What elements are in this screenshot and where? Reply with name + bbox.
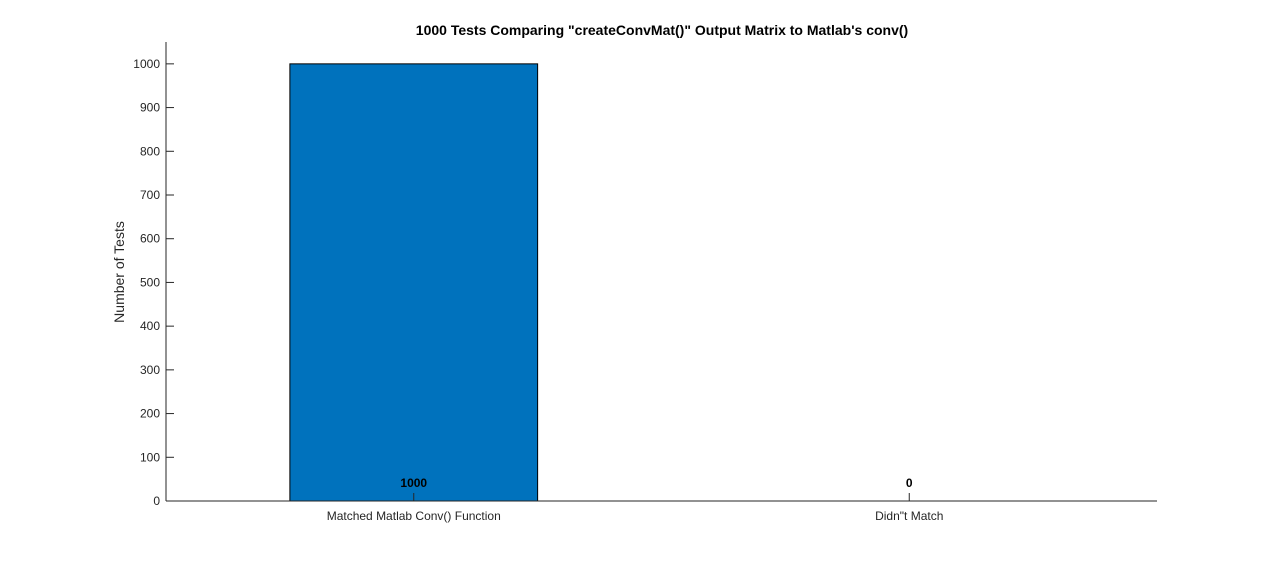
x-tick-label: Matched Matlab Conv() Function	[327, 509, 501, 523]
chart-title: 1000 Tests Comparing "createConvMat()" O…	[416, 22, 908, 38]
bars-group	[289, 63, 539, 502]
y-tick-label: 100	[140, 450, 160, 464]
y-tick-label: 1000	[133, 57, 160, 71]
x-tick-label: Didn"t Match	[875, 509, 943, 523]
bar-0	[289, 63, 539, 502]
axes-group	[165, 42, 1157, 502]
y-tick-label: 300	[140, 363, 160, 377]
x-ticks-group: Matched Matlab Conv() Function Didn"t Mat…	[327, 493, 943, 523]
y-tick-label: 0	[153, 494, 160, 508]
data-label: 0	[906, 476, 913, 490]
data-label: 1000	[400, 476, 427, 490]
data-labels-group: 1000 0	[400, 476, 913, 490]
y-tick-label: 400	[140, 319, 160, 333]
y-ticks-group: 0 100 200 300 400 500 600 700 800 900 1000	[133, 57, 174, 508]
y-tick-label: 600	[140, 232, 160, 246]
y-tick-label: 800	[140, 144, 160, 158]
y-axis-label: Number of Tests	[111, 221, 127, 323]
y-tick-label: 500	[140, 275, 160, 289]
y-tick-label: 700	[140, 188, 160, 202]
y-tick-label: 200	[140, 407, 160, 421]
y-tick-label: 900	[140, 101, 160, 115]
